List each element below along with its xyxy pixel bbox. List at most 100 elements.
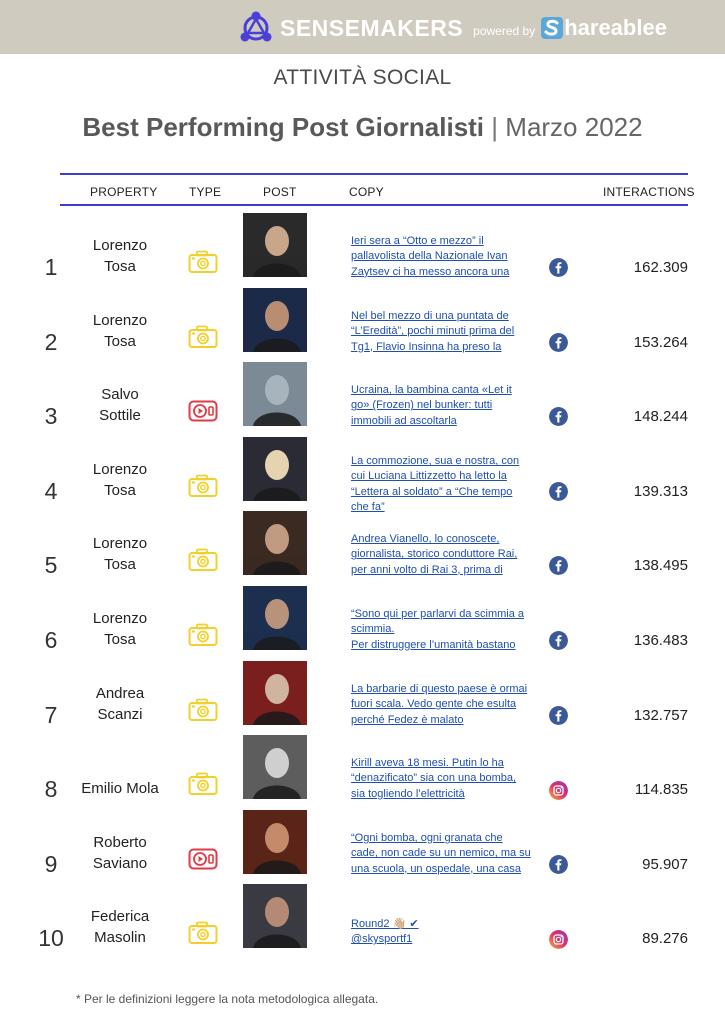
rank-number: 10 bbox=[38, 925, 64, 951]
post-copy-link[interactable]: La commozione, sua e nostra, con cui Luci… bbox=[351, 454, 541, 516]
post-thumbnail[interactable] bbox=[243, 213, 307, 277]
post-copy-line: Tg1, Flavio Insinna ha preso la bbox=[351, 340, 502, 353]
facebook-icon bbox=[549, 333, 568, 352]
post-thumbnail[interactable] bbox=[243, 511, 307, 575]
post-image-icon bbox=[243, 437, 307, 501]
rank-number: 3 bbox=[44, 403, 58, 429]
property-name-line: Roberto bbox=[93, 834, 147, 851]
post-copy-link[interactable]: Nel bel mezzo di una puntata de “L’Eredit… bbox=[351, 309, 541, 355]
section-title: ATTIVITÀ SOCIAL bbox=[273, 66, 452, 89]
brand-name: SENSEMAKERS bbox=[280, 14, 464, 41]
post-copy-link[interactable]: Kirill aveva 18 mesi. Putin lo ha “denazi… bbox=[351, 756, 541, 802]
photo-icon bbox=[188, 250, 218, 273]
rank-number: 5 bbox=[44, 552, 58, 578]
rank-number: 1 bbox=[44, 254, 58, 280]
post-copy-line: giornalista, storico conduttore Rai, bbox=[351, 548, 518, 561]
interactions-value: 136.483 bbox=[633, 632, 688, 649]
property-name-line: Lorenzo bbox=[92, 535, 148, 552]
post-copy-link[interactable]: Ucraina, la bambina canta «Let it go» (Fr… bbox=[351, 383, 541, 429]
property-name-line: Federica bbox=[90, 908, 150, 925]
property-name: Lorenzo Tosa bbox=[72, 310, 168, 352]
post-copy-line: Per distruggere l’umanità bastano bbox=[351, 638, 516, 651]
post-copy-link[interactable]: Round2 👋🏼 ✔ @skysportf1 bbox=[351, 917, 541, 948]
property-name-line: Masolin bbox=[94, 929, 146, 946]
post-copy-line: @skysportf1 bbox=[351, 933, 413, 946]
property-name: Andrea Scanzi bbox=[72, 683, 168, 725]
post-copy-line: scimmia. bbox=[351, 623, 395, 636]
post-copy-link[interactable]: La barbarie di questo paese è ormai fuori… bbox=[351, 682, 541, 728]
post-thumbnail[interactable] bbox=[243, 661, 307, 725]
property-name-line: Lorenzo bbox=[92, 461, 148, 478]
post-thumbnail[interactable] bbox=[243, 586, 307, 650]
photo-icon bbox=[188, 474, 218, 497]
post-copy-line: Kirill aveva 18 mesi. Putin lo ha bbox=[351, 757, 504, 769]
interactions-value: 114.835 bbox=[634, 781, 688, 798]
post-thumbnail[interactable] bbox=[243, 288, 307, 352]
rank-number: 8 bbox=[44, 776, 58, 802]
property-name-line: Tosa bbox=[104, 631, 136, 648]
interactions-value: 132.757 bbox=[633, 707, 688, 724]
property-name-line: Saviano bbox=[92, 855, 148, 872]
post-copy-line: Ucraina, la bambina canta «Let it bbox=[351, 384, 512, 396]
column-header-post: POST bbox=[263, 185, 297, 199]
instagram-icon bbox=[549, 930, 568, 949]
property-name-line: Salvo bbox=[101, 386, 139, 403]
post-thumbnail[interactable] bbox=[243, 735, 307, 799]
partner-name: hareablee bbox=[564, 15, 667, 40]
interactions-value: 153.264 bbox=[633, 334, 688, 351]
video-icon bbox=[188, 848, 218, 870]
photo-icon bbox=[188, 623, 218, 646]
post-thumbnail[interactable] bbox=[243, 437, 307, 501]
post-copy-line: sia togliendo l’elettricità bbox=[351, 787, 465, 800]
property-name-line: Tosa bbox=[104, 333, 136, 350]
post-copy-line: go» (Frozen) nel bunker: tutti bbox=[351, 399, 493, 412]
post-thumbnail[interactable] bbox=[243, 810, 307, 874]
rank-number: 9 bbox=[44, 851, 58, 877]
property-name-line: Sottile bbox=[99, 407, 141, 424]
post-copy-line: “Sono qui per parlarvi da scimmia a bbox=[351, 608, 525, 620]
interactions-value: 162.309 bbox=[633, 259, 688, 276]
table-row: 2 Lorenzo Tosa Nel bel mezzo di una puntata… bbox=[0, 287, 725, 361]
property-name-line: Lorenzo bbox=[92, 610, 148, 627]
property-name: Roberto Saviano bbox=[72, 832, 168, 874]
post-copy-link[interactable]: “Sono qui per parlarvi da scimmia a scimm… bbox=[351, 607, 541, 653]
post-copy-line: Nel bel mezzo di una puntata de bbox=[351, 310, 509, 322]
property-name-line: Andrea bbox=[95, 685, 145, 702]
photo-icon bbox=[188, 548, 218, 571]
property-name: Lorenzo Tosa bbox=[72, 459, 168, 501]
post-thumbnail[interactable] bbox=[243, 362, 307, 426]
post-image-icon bbox=[243, 362, 307, 426]
sensemakers-logo-icon bbox=[240, 11, 272, 42]
post-copy-line: immobili ad ascoltarla bbox=[351, 414, 457, 427]
interactions-value: 95.907 bbox=[642, 856, 688, 873]
post-copy-link[interactable]: Ieri sera a “Otto e mezzo” il pallavolist… bbox=[351, 234, 541, 280]
post-copy-link[interactable]: “Ogni bomba, ogni granata che cade, non c… bbox=[351, 831, 541, 877]
title-separator: | bbox=[491, 112, 499, 142]
table-row: 10 Federica Masolin Round2 👋🏼 ✔ @skysportf1 8… bbox=[0, 883, 725, 957]
brand-header: SENSEMAKERS powered by hareablee bbox=[0, 0, 725, 54]
interactions-value: 139.313 bbox=[633, 483, 688, 500]
property-name-line: Lorenzo bbox=[92, 237, 148, 254]
title-main: Best Performing Post Giornalisti bbox=[82, 112, 485, 142]
post-copy-line: per anni volto di Rai 3, prima di bbox=[351, 563, 503, 576]
photo-icon bbox=[188, 698, 218, 721]
page-title: Best Performing Post Giornalisti | Marzo… bbox=[0, 112, 725, 143]
facebook-icon bbox=[549, 258, 568, 277]
table-row: 4 Lorenzo Tosa La commozione, sua e nostra,… bbox=[0, 436, 725, 513]
rank-number: 6 bbox=[44, 627, 58, 653]
post-copy-line: “Lettera al soldato” a “Che tempo bbox=[351, 485, 513, 498]
property-name: Lorenzo Tosa bbox=[72, 533, 168, 575]
rank-number: 4 bbox=[44, 478, 58, 504]
facebook-icon bbox=[549, 631, 568, 650]
post-copy-line: La barbarie di questo paese è ormai bbox=[351, 683, 528, 695]
post-image-icon bbox=[243, 213, 307, 277]
post-copy-line: perché Fedez è malato bbox=[351, 713, 464, 726]
property-name: Federica Masolin bbox=[72, 906, 168, 948]
post-thumbnail[interactable] bbox=[243, 884, 307, 948]
post-copy-link[interactable]: Andrea Vianello, lo conoscete, giornalist… bbox=[351, 532, 541, 578]
post-copy-line: che fa” bbox=[351, 501, 385, 514]
facebook-icon bbox=[549, 556, 568, 575]
rank-number: 7 bbox=[44, 702, 58, 728]
post-image-icon bbox=[243, 810, 307, 874]
video-icon bbox=[188, 400, 218, 422]
